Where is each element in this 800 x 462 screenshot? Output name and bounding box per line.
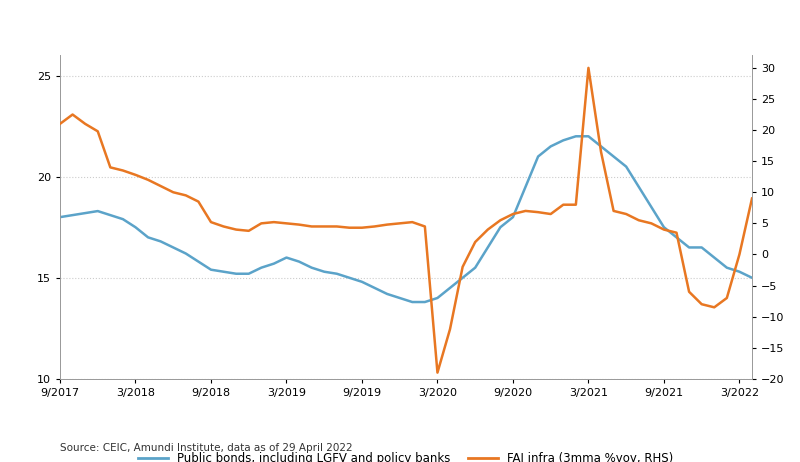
Text: Source: CEIC, Amundi Institute, data as of 29 April 2022: Source: CEIC, Amundi Institute, data as … [60, 443, 353, 453]
Legend: Public bonds, including LGFV and policy banks, FAI infra (3mma %yoy, RHS): Public bonds, including LGFV and policy … [134, 448, 678, 462]
Text: Public debt growth and infrastructure investments: Public debt growth and infrastructure in… [10, 18, 409, 31]
